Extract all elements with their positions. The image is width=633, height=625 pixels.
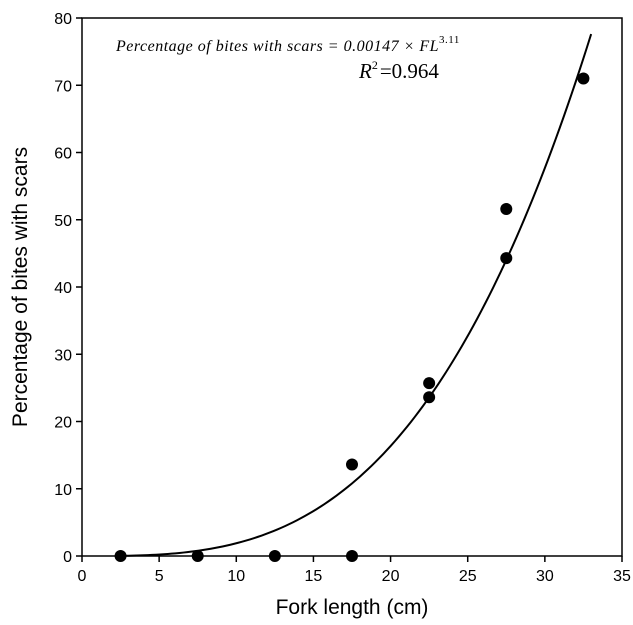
y-tick-label: 60 <box>54 146 72 163</box>
r-squared-value: =0.964 <box>380 59 440 83</box>
data-points <box>114 72 590 562</box>
data-point <box>423 377 436 390</box>
x-axis-ticks: 0 5 10 15 20 25 30 35 <box>78 556 631 585</box>
r-squared-power: 2 <box>372 58 378 72</box>
x-tick-label: 10 <box>227 568 245 585</box>
x-tick-label: 35 <box>613 568 631 585</box>
plot-frame <box>81 17 623 557</box>
data-point <box>346 550 358 562</box>
fit-equation-main: Percentage of bites with scars = 0.00147… <box>115 38 439 55</box>
x-axis-label: Fork length (cm) <box>276 596 429 619</box>
y-tick-label: 30 <box>54 347 72 364</box>
data-point <box>500 252 513 265</box>
data-point <box>346 458 358 471</box>
fit-curve <box>120 33 593 557</box>
fit-equation-exponent: 3.11 <box>439 34 460 46</box>
y-tick-label: 0 <box>63 549 72 566</box>
data-point <box>191 550 204 562</box>
r-squared-symbol: R <box>358 59 372 83</box>
data-point <box>268 550 281 562</box>
y-tick-label: 50 <box>54 213 72 230</box>
x-tick-label: 15 <box>305 568 323 585</box>
y-tick-label: 40 <box>54 280 72 297</box>
data-point <box>423 391 436 404</box>
data-point <box>500 202 513 215</box>
y-axis-label: Percentage of bites with scars <box>9 147 32 427</box>
y-tick-label: 70 <box>54 78 72 95</box>
y-tick-label: 20 <box>54 415 72 432</box>
x-tick-label: 5 <box>155 568 164 585</box>
data-point <box>577 72 590 85</box>
x-tick-label: 0 <box>78 568 87 585</box>
r-squared: R2=0.964 <box>358 58 439 83</box>
fit-equation: Percentage of bites with scars = 0.00147… <box>115 34 460 55</box>
data-point <box>114 550 127 562</box>
y-tick-label: 80 <box>54 11 72 28</box>
y-axis-ticks: 0 10 20 30 40 50 60 70 80 <box>54 11 82 566</box>
y-tick-label: 10 <box>54 482 72 499</box>
x-tick-label: 30 <box>536 568 554 585</box>
x-tick-label: 20 <box>382 568 400 585</box>
x-tick-label: 25 <box>459 568 477 585</box>
